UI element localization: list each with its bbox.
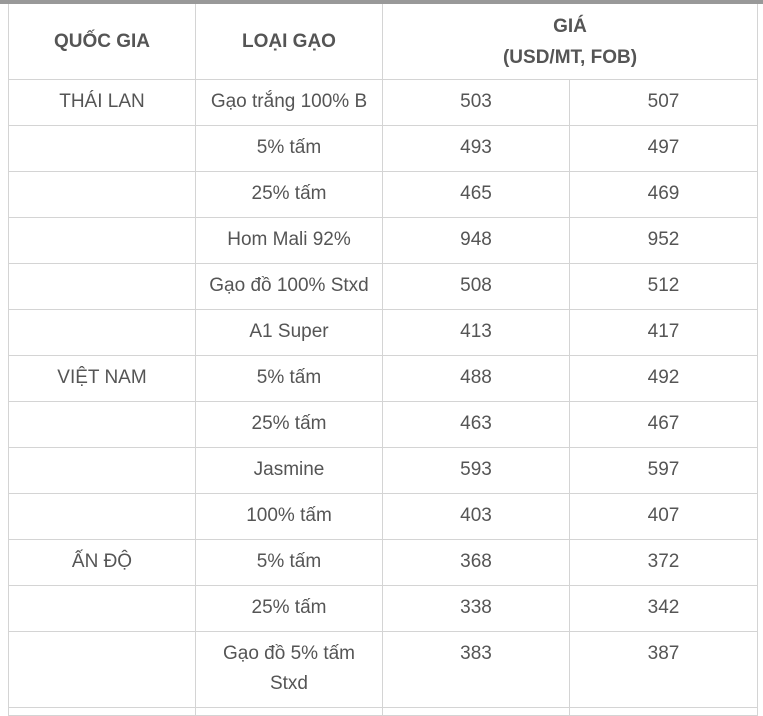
- table-row: Hom Mali 92% 948 952: [8, 217, 759, 264]
- type-cell: A1 Super: [195, 309, 383, 356]
- type-cell: 5% tấm: [195, 539, 383, 586]
- table-row-partial: [8, 707, 759, 716]
- price-low-cell: 493: [382, 125, 570, 172]
- price-high-cell: 387: [568, 631, 759, 708]
- price-high-cell: 372: [568, 539, 759, 586]
- price-high-cell: 407: [568, 493, 759, 540]
- country-cell: [8, 631, 196, 708]
- price-low-cell: 465: [382, 171, 570, 218]
- type-cell: Hom Mali 92%: [195, 217, 383, 264]
- price-high-cell: 507: [568, 79, 759, 126]
- empty-cell: [8, 707, 196, 716]
- price-low-cell: 403: [382, 493, 570, 540]
- type-cell: Gạo trắng 100% B: [195, 79, 383, 126]
- type-cell: Gạo đồ 100% Stxd: [195, 263, 383, 310]
- type-cell: 25% tấm: [195, 401, 383, 448]
- price-low-cell: 593: [382, 447, 570, 494]
- price-low-cell: 338: [382, 585, 570, 632]
- table-row: 25% tấm 338 342: [8, 585, 759, 632]
- header-cell: LOẠI GẠO: [195, 4, 383, 80]
- price-low-cell: 488: [382, 355, 570, 402]
- price-low-cell: 508: [382, 263, 570, 310]
- country-cell: [8, 263, 196, 310]
- price-high-cell: 597: [568, 447, 759, 494]
- table-row: 25% tấm 465 469: [8, 171, 759, 218]
- header-line: (USD/MT, FOB): [502, 46, 638, 68]
- price-low-cell: 368: [382, 539, 570, 586]
- header-cell: GIÁ (USD/MT, FOB): [381, 4, 759, 80]
- price-low-cell: 413: [382, 309, 570, 356]
- price-high-cell: 512: [568, 263, 759, 310]
- price-high-cell: 342: [568, 585, 759, 632]
- table-body: THÁI LAN Gạo trắng 100% B 503 507 5% tấm 493 4…: [8, 79, 759, 716]
- type-cell: 25% tấm: [195, 585, 383, 632]
- table-row: A1 Super 413 417: [8, 309, 759, 356]
- table-row: 100% tấm 403 407: [8, 493, 759, 540]
- price-high-cell: 492: [568, 355, 759, 402]
- header-row: QUỐC GIA LOẠI GẠO GIÁ (USD/MT, FOB): [8, 4, 759, 80]
- country-cell: THÁI LAN: [8, 79, 196, 126]
- type-cell: 100% tấm: [195, 493, 383, 540]
- empty-cell: [195, 707, 383, 716]
- header-cell: QUỐC GIA: [8, 4, 196, 80]
- type-cell: Jasmine: [195, 447, 383, 494]
- empty-cell: [568, 707, 759, 716]
- country-cell: ẤN ĐỘ: [8, 539, 196, 586]
- price-low-cell: 463: [382, 401, 570, 448]
- price-low-cell: 948: [382, 217, 570, 264]
- price-high-cell: 417: [568, 309, 759, 356]
- type-cell: Gạo đồ 5% tấm Stxd: [195, 631, 383, 708]
- country-cell: [8, 171, 196, 218]
- country-cell: [8, 585, 196, 632]
- type-cell: 25% tấm: [195, 171, 383, 218]
- country-cell: VIỆT NAM: [8, 355, 196, 402]
- country-cell: [8, 125, 196, 172]
- country-cell: [8, 217, 196, 264]
- country-cell: [8, 447, 196, 494]
- table-row: VIỆT NAM 5% tấm 488 492: [8, 355, 759, 402]
- price-table: QUỐC GIA LOẠI GẠO GIÁ (USD/MT, FOB) THÁI …: [8, 4, 759, 716]
- price-high-cell: 467: [568, 401, 759, 448]
- empty-cell: [382, 707, 570, 716]
- table-row: ẤN ĐỘ 5% tấm 368 372: [8, 539, 759, 586]
- price-high-cell: 469: [568, 171, 759, 218]
- price-high-cell: 952: [568, 217, 759, 264]
- type-cell: 5% tấm: [195, 125, 383, 172]
- price-high-cell: 497: [568, 125, 759, 172]
- type-cell: 5% tấm: [195, 355, 383, 402]
- table-row: Jasmine 593 597: [8, 447, 759, 494]
- country-cell: [8, 401, 196, 448]
- price-low-cell: 503: [382, 79, 570, 126]
- table-row: THÁI LAN Gạo trắng 100% B 503 507: [8, 79, 759, 126]
- table-row: 5% tấm 493 497: [8, 125, 759, 172]
- table-row: 25% tấm 463 467: [8, 401, 759, 448]
- country-cell: [8, 493, 196, 540]
- top-border: [0, 0, 763, 4]
- country-cell: [8, 309, 196, 356]
- table-row: Gạo đồ 5% tấm Stxd 383 387: [8, 631, 759, 708]
- table-row: Gạo đồ 100% Stxd 508 512: [8, 263, 759, 310]
- header-line: GIÁ: [553, 15, 587, 37]
- price-low-cell: 383: [382, 631, 570, 708]
